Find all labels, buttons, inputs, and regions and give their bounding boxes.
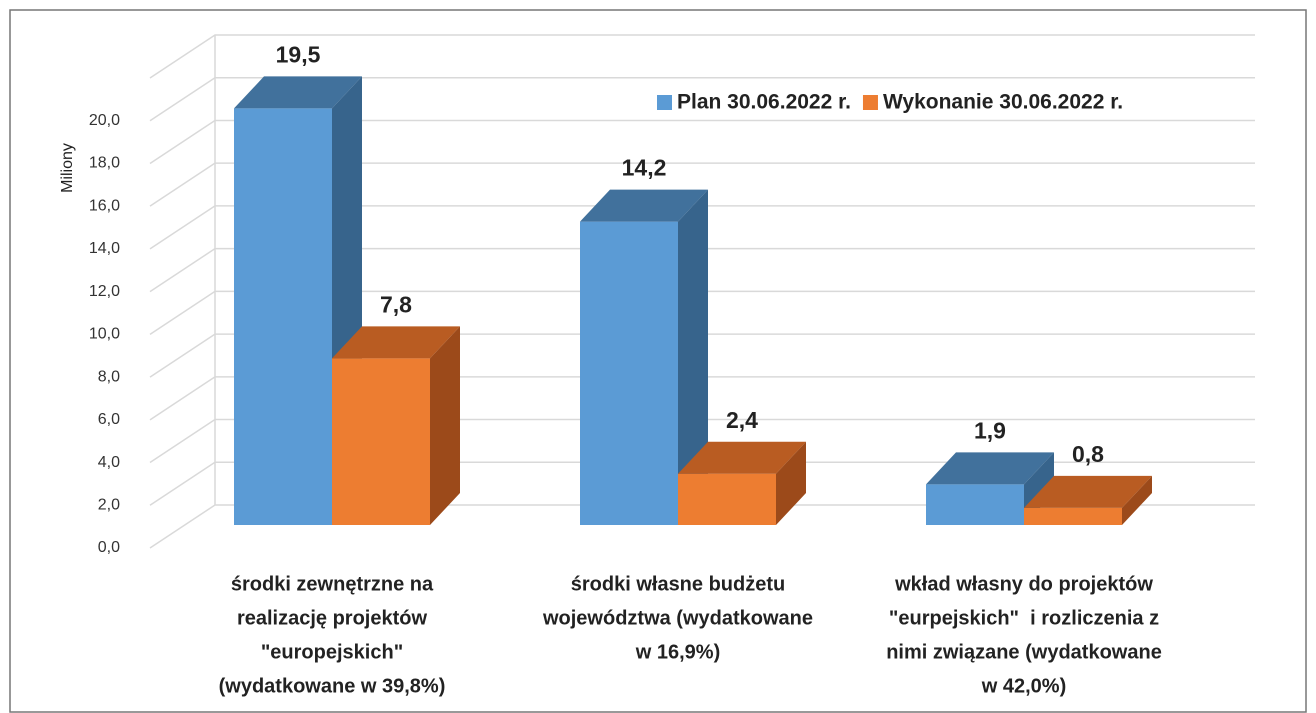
bar-front — [1024, 507, 1122, 525]
y-tick-label: 14,0 — [89, 240, 120, 257]
y-axis-title: Miliony — [59, 143, 76, 193]
x-tick-label: realizację projektów — [237, 607, 428, 629]
bar-front — [926, 484, 1024, 525]
x-tick-label: (wydatkowane w 39,8%) — [219, 675, 446, 697]
y-tick-label: 12,0 — [89, 283, 120, 300]
value-label: 0,8 — [1072, 441, 1104, 467]
y-tick-label: 6,0 — [98, 411, 120, 428]
bar-side — [678, 189, 708, 526]
value-label: 7,8 — [380, 291, 412, 317]
y-tick-label: 4,0 — [98, 454, 120, 471]
y-tick-label: 20,0 — [89, 112, 120, 129]
value-label: 14,2 — [622, 155, 667, 181]
legend-label: Wykonanie 30.06.2022 r. — [883, 91, 1123, 114]
bar-side — [430, 326, 460, 525]
bar-front — [580, 221, 678, 526]
y-tick-label: 2,0 — [98, 496, 120, 513]
value-label: 1,9 — [974, 417, 1006, 443]
y-tick-label: 0,0 — [98, 539, 120, 556]
x-tick-label: wkład własny do projektów — [894, 573, 1153, 595]
x-tick-label: środki zewnętrzne na — [231, 573, 434, 595]
bar-top — [234, 76, 362, 109]
y-tick-label: 8,0 — [98, 368, 120, 385]
value-label: 19,5 — [276, 41, 321, 67]
y-tick-label: 16,0 — [89, 197, 120, 214]
bar-front — [678, 473, 776, 525]
bar-top — [332, 326, 460, 359]
bar-side — [776, 441, 806, 525]
legend-swatch — [862, 95, 878, 110]
bar-front — [332, 358, 430, 525]
x-tick-label: nimi związane (wydatkowane — [886, 641, 1162, 663]
y-tick-label: 18,0 — [89, 155, 120, 172]
bar-top — [1024, 475, 1152, 508]
legend-swatch — [657, 95, 672, 110]
bar-top — [678, 441, 806, 474]
x-tick-label: "europejskich" — [261, 641, 403, 663]
x-tick-label: województwa (wydatkowane — [542, 607, 813, 629]
x-tick-label: w 16,9%) — [635, 641, 720, 663]
y-tick-label: 10,0 — [89, 326, 120, 343]
x-tick-label: środki własne budżetu — [571, 573, 785, 595]
legend-label: Plan 30.06.2022 r. — [677, 91, 851, 114]
wall-edge — [149, 34, 1255, 505]
bar-top — [580, 189, 708, 222]
bar-top — [926, 452, 1054, 485]
frame — [9, 9, 1307, 713]
value-label: 2,4 — [726, 407, 758, 433]
bar-side — [1122, 475, 1152, 525]
x-tick-label: w 42,0%) — [981, 675, 1066, 697]
bar-front — [234, 108, 332, 525]
x-tick-label: "eurpejskich" i rozliczenia z — [889, 607, 1159, 629]
